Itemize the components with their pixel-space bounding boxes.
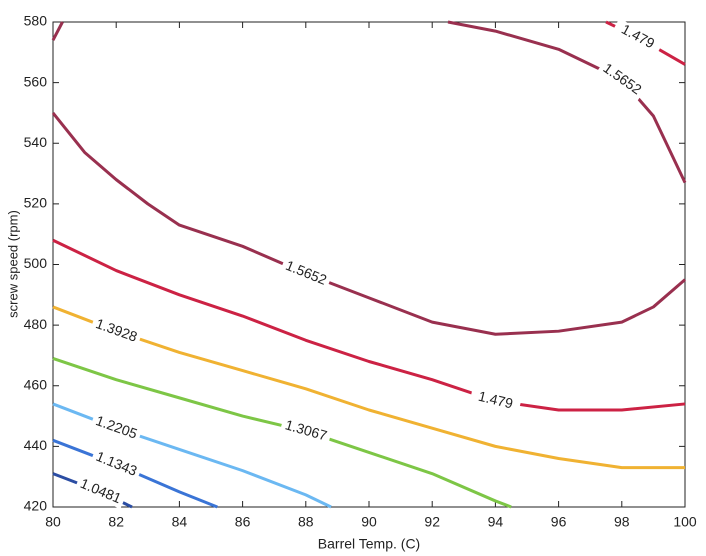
label-background [596, 58, 647, 101]
label-background [611, 18, 664, 57]
x-tick-label: 92 [424, 514, 440, 530]
x-tick-label: 94 [488, 514, 504, 530]
y-tick-label: 440 [24, 437, 48, 453]
x-tick-label: 88 [298, 514, 314, 530]
x-tick-label: 86 [235, 514, 251, 530]
label-background [89, 315, 143, 348]
x-axis-label: Barrel Temp. (C) [318, 536, 420, 552]
x-tick-label: 98 [614, 514, 630, 530]
plot-frame [52, 21, 686, 508]
label-background [90, 447, 143, 482]
y-axis-label: screw speed (rpm) [5, 210, 20, 318]
y-tick-label: 520 [24, 195, 48, 211]
y-tick-label: 580 [24, 13, 48, 29]
contour-line [51, 20, 687, 336]
x-tick-label: 90 [361, 514, 377, 530]
contour-label-group: 1.479 [469, 387, 522, 415]
x-tick-label: 84 [172, 514, 188, 530]
label-background [279, 256, 332, 291]
x-tick-label: 82 [108, 514, 124, 530]
y-tick-label: 480 [24, 316, 48, 332]
y-tick-label: 460 [24, 376, 48, 392]
x-tick-label: 80 [45, 514, 61, 530]
contour-label: 1.479 [477, 388, 515, 412]
y-tick-label: 540 [24, 134, 48, 150]
label-background [74, 474, 127, 509]
contour-line [52, 438, 218, 509]
y-tick-label: 500 [24, 255, 48, 271]
label-background [89, 412, 143, 445]
x-tick-label: 96 [551, 514, 567, 530]
label-background [279, 416, 333, 446]
x-tick-label: 100 [673, 514, 697, 530]
y-tick-label: 420 [24, 498, 48, 514]
label-background [469, 387, 522, 415]
contour-line [52, 305, 685, 470]
y-tick-label: 560 [24, 73, 48, 89]
